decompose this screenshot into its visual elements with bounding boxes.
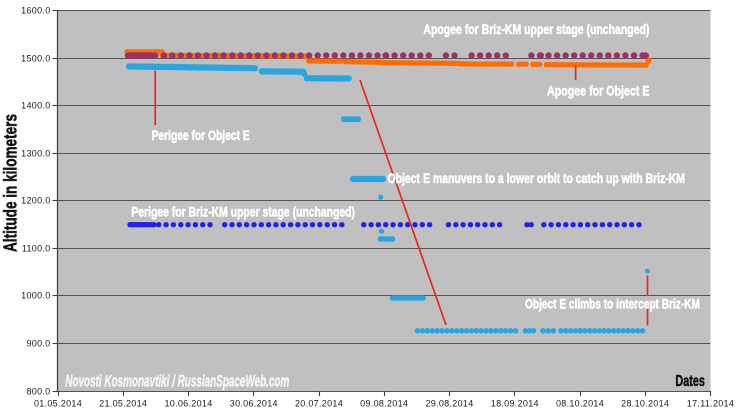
svg-text:Altitude in kilometers: Altitude in kilometers [1,114,21,252]
svg-text:17.11.2014: 17.11.2014 [687,399,734,409]
svg-text:Object E climbs to intercept B: Object E climbs to intercept Briz-KM [525,295,700,311]
svg-text:Apogee for Object E: Apogee for Object E [547,82,650,98]
svg-text:Perigee for Object E: Perigee for Object E [152,127,250,143]
svg-text:1400.0: 1400.0 [21,101,50,111]
svg-text:29.08.2014: 29.08.2014 [425,399,473,409]
svg-text:1600.0: 1600.0 [21,6,50,16]
svg-text:01.05.2014: 01.05.2014 [34,399,82,409]
svg-text:28.10.2014: 28.10.2014 [621,399,669,409]
svg-text:21.05.2014: 21.05.2014 [99,399,147,409]
svg-text:1500.0: 1500.0 [21,54,50,64]
svg-text:08.10.2014: 08.10.2014 [556,399,604,409]
svg-text:1100.0: 1100.0 [22,244,51,254]
svg-text:Perigee for Briz-KM upper stag: Perigee for Briz-KM upper stage (unchang… [131,203,355,219]
svg-text:Object E manuvers to a lower o: Object E manuvers to a lower orbit to ca… [388,170,686,186]
svg-text:1200.0: 1200.0 [21,196,50,206]
svg-text:20.07.2014: 20.07.2014 [295,399,343,409]
svg-text:Novosti Kosmonavtiki / Russian: Novosti Kosmonavtiki / RussianSpaceWeb.c… [65,372,289,390]
svg-text:1300.0: 1300.0 [21,149,50,159]
svg-text:18.09.2014: 18.09.2014 [491,399,539,409]
svg-text:10.06.2014: 10.06.2014 [164,399,212,409]
svg-text:30.06.2014: 30.06.2014 [230,399,278,409]
svg-text:900.0: 900.0 [26,339,50,349]
svg-text:Dates: Dates [675,373,705,390]
svg-text:09.08.2014: 09.08.2014 [360,399,408,409]
svg-text:Apogee for Briz-KM upper stage: Apogee for Briz-KM upper stage (unchange… [423,21,649,37]
svg-text:1000.0: 1000.0 [21,291,50,301]
svg-text:800.0: 800.0 [26,387,50,397]
